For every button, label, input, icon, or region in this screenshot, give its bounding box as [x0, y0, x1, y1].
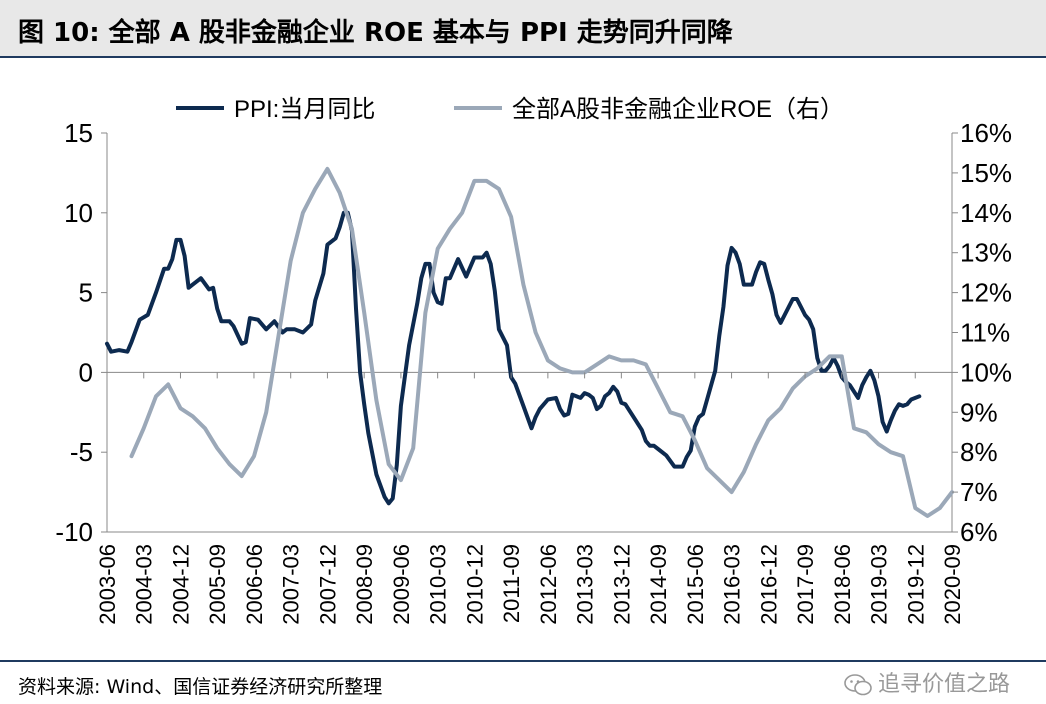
- x-tick-label: 2008-09: [352, 544, 377, 625]
- x-tick-label: 2018-06: [830, 544, 855, 625]
- right-tick-label: 6%: [960, 517, 998, 547]
- right-tick-label: 16%: [960, 118, 1012, 148]
- x-tick-label: 2010-12: [462, 544, 487, 625]
- right-tick-label: 8%: [960, 437, 998, 467]
- x-tick-label: 2017-09: [793, 544, 818, 625]
- source-bar: 资料来源: Wind、国信证券经济研究所整理 追寻价值之路: [0, 660, 1046, 704]
- x-tick-label: 2010-03: [426, 544, 451, 625]
- x-tick-label: 2011-09: [499, 544, 524, 623]
- right-tick-label: 7%: [960, 477, 998, 507]
- source-note: 资料来源: Wind、国信证券经济研究所整理: [18, 676, 383, 698]
- right-tick-label: 9%: [960, 397, 998, 427]
- right-tick-label: 14%: [960, 198, 1012, 228]
- x-tick-label: 2015-06: [683, 544, 708, 625]
- chart-legend: PPI:当月同比 全部A股非金融企业ROE（右）: [176, 96, 844, 123]
- x-tick-label: 2014-09: [646, 544, 671, 625]
- x-tick-label: 2020-09: [940, 544, 965, 625]
- x-tick-label: 2005-09: [205, 544, 230, 625]
- left-tick-label: 15: [64, 118, 93, 148]
- watermark: 追寻价值之路: [844, 666, 1010, 698]
- x-tick-label: 2004-12: [168, 544, 193, 625]
- left-tick-label: -10: [55, 517, 93, 547]
- chart-axes: [106, 133, 953, 533]
- left-tick-label: -5: [70, 437, 93, 467]
- x-tick-label: 2004-03: [132, 544, 157, 625]
- x-tick-label: 2009-06: [389, 544, 414, 625]
- page-title: 图 10: 全部 A 股非金融企业 ROE 基本与 PPI 走势同升同降: [18, 18, 733, 48]
- x-tick-label: 2016-03: [720, 544, 745, 625]
- x-tick-label: 2003-06: [95, 544, 120, 625]
- x-tick-label: 2016-12: [756, 544, 781, 625]
- legend-label: PPI:当月同比: [234, 96, 375, 123]
- right-tick-label: 12%: [960, 278, 1012, 308]
- legend-label: 全部A股非金融企业ROE（右）: [512, 96, 844, 123]
- dual-axis-line-chart: PPI:当月同比 全部A股非金融企业ROE（右） 151050-5-1016%15…: [55, 96, 1012, 625]
- left-tick-label: 5: [79, 278, 93, 308]
- roe-series-line: [129, 166, 954, 518]
- x-tick-label: 2012-06: [536, 544, 561, 625]
- right-tick-label: 11%: [960, 318, 1010, 348]
- right-tick-label: 15%: [960, 158, 1012, 188]
- x-tick-label: 2006-06: [242, 544, 267, 625]
- x-tick-label: 2007-03: [279, 544, 304, 625]
- x-tick-label: 2019-03: [867, 544, 892, 625]
- x-tick-label: 2019-12: [903, 544, 928, 625]
- ppi-series-line: [105, 210, 922, 506]
- wechat-icon: [844, 674, 872, 696]
- chart-ticks: 15 10 5 0 -5 -10 16% 15% 14% 13% 12% 11% 10% 9% 8% 7% 6%…: [55, 118, 1012, 625]
- x-tick-label: 2013-12: [609, 544, 634, 625]
- title-bar: 图 10: 全部 A 股非金融企业 ROE 基本与 PPI 走势同升同降: [0, 0, 1046, 58]
- x-tick-label: 2007-12: [315, 544, 340, 625]
- watermark-text: 追寻价值之路: [877, 672, 1010, 697]
- left-tick-label: 0: [79, 357, 93, 387]
- right-tick-label: 10%: [960, 357, 1012, 387]
- x-tick-label: 2013-03: [573, 544, 598, 625]
- chart-series: [105, 166, 954, 518]
- left-tick-label: 10: [64, 198, 93, 228]
- right-tick-label: 13%: [960, 238, 1012, 268]
